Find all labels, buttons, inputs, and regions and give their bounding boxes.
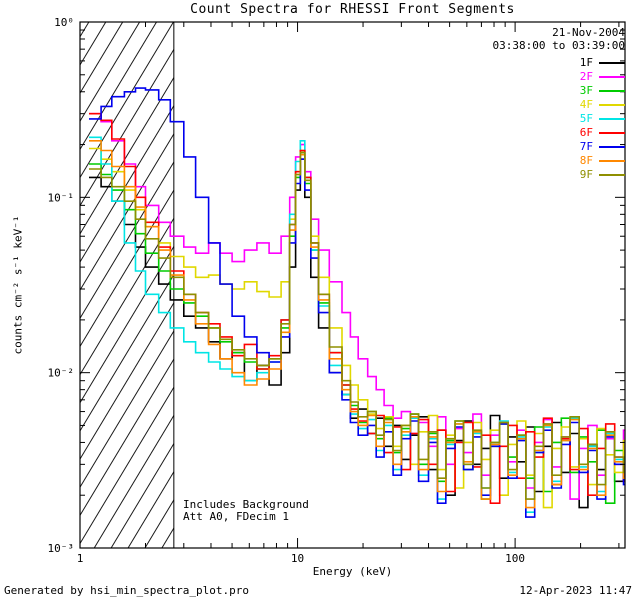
series-4F — [89, 147, 625, 509]
annotation-attenuator-state: Att A0, FDecim 1 — [183, 510, 289, 523]
y-tick-label: 10⁻³ — [48, 542, 75, 555]
hatch-fill — [80, 22, 174, 548]
series-1F — [89, 158, 625, 509]
annotation-time-range: 03:38:00 to 03:39:00 — [492, 39, 625, 52]
legend-item-2F: 2F — [580, 70, 625, 83]
series-9F — [89, 151, 625, 500]
legend-color-line — [599, 103, 625, 106]
legend-color-line — [599, 89, 625, 92]
legend-label: 5F — [579, 112, 593, 125]
legend-item-5F: 5F — [580, 112, 625, 125]
legend-label: 3F — [579, 84, 593, 97]
footer-timestamp: 12-Apr-2023 11:47 — [519, 584, 632, 597]
legend-item-8F: 8F — [580, 154, 625, 167]
x-tick-label: 1 — [77, 552, 84, 565]
legend-label: 9F — [579, 168, 593, 181]
y-tick-label: 10⁰ — [54, 16, 74, 29]
legend-item-7F: 7F — [580, 140, 625, 153]
legend-color-line — [599, 75, 625, 78]
series-7F — [89, 87, 625, 518]
legend: 1F 2F 3F 4F 5F 6F 7F 8F 9F — [580, 56, 625, 181]
plot-frame — [79, 21, 626, 549]
footer-generator-text: Generated by hsi_min_spectra_plot.pro — [4, 584, 250, 597]
legend-label: 4F — [579, 98, 593, 111]
series-5F — [89, 136, 625, 513]
annotation-date: 21-Nov-2004 — [552, 26, 625, 39]
series-3F — [89, 151, 625, 504]
legend-label: 6F — [579, 126, 593, 139]
series-8F — [89, 140, 625, 509]
legend-color-line — [599, 159, 625, 162]
hatch-excluded-region — [80, 22, 175, 548]
annotation-includes-background: Includes Background — [183, 498, 309, 511]
legend-item-6F: 6F — [580, 126, 625, 139]
chart-title: Count Spectra for RHESSI Front Segments — [190, 2, 515, 17]
series-2F — [89, 112, 625, 500]
legend-label: 2F — [579, 70, 593, 83]
legend-item-1F: 1F — [580, 56, 625, 69]
legend-color-line — [599, 145, 625, 148]
legend-item-9F: 9F — [580, 168, 625, 181]
y-tick-label: 10⁻¹ — [48, 191, 75, 204]
x-tick-label: 100 — [505, 552, 525, 565]
legend-label: 8F — [579, 154, 593, 167]
legend-item-4F: 4F — [580, 98, 625, 111]
spectra-series-group — [89, 87, 625, 518]
x-tick-label: 10 — [291, 552, 304, 565]
y-axis-label: counts cm⁻² s⁻¹ keV⁻¹ — [11, 215, 25, 355]
x-axis-label: Energy (keV) — [312, 565, 393, 578]
legend-label: 7F — [579, 140, 593, 153]
legend-color-line — [599, 61, 625, 64]
legend-color-line — [599, 173, 625, 176]
legend-color-line — [599, 117, 625, 120]
legend-label: 1F — [579, 56, 593, 69]
y-tick-label: 10⁻² — [48, 367, 75, 380]
axes-group: 1 10 100 10⁻³ 10⁻² 10⁻¹ 10⁰ — [48, 16, 626, 565]
legend-item-3F: 3F — [580, 84, 625, 97]
legend-color-line — [599, 131, 625, 134]
